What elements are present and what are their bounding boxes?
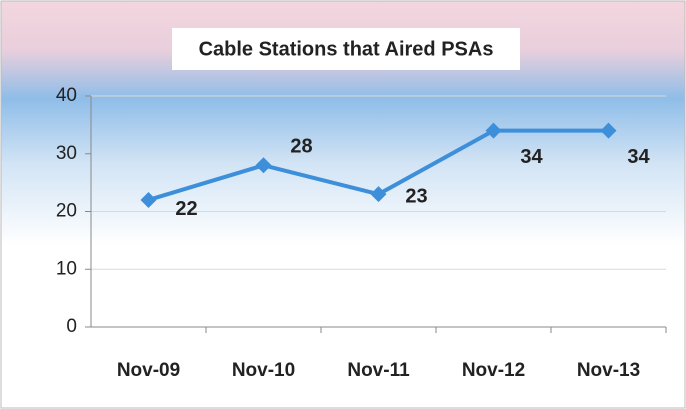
x-tick-label: Nov-11 bbox=[347, 360, 410, 381]
data-label: 34 bbox=[520, 146, 543, 168]
marker bbox=[485, 122, 502, 139]
data-label: 23 bbox=[405, 185, 427, 207]
data-label: 28 bbox=[290, 136, 312, 158]
y-tick-label: 40 bbox=[56, 85, 77, 106]
chart-title: Cable Stations that Aired PSAs bbox=[199, 38, 494, 60]
x-tick-label: Nov-10 bbox=[232, 360, 295, 381]
marker bbox=[370, 186, 387, 203]
y-tick-label: 10 bbox=[56, 258, 77, 279]
title-box bbox=[172, 28, 520, 70]
x-tick-label: Nov-09 bbox=[117, 360, 180, 381]
data-label: 34 bbox=[627, 146, 650, 168]
x-tick-label: Nov-13 bbox=[577, 360, 640, 381]
marker bbox=[255, 157, 272, 174]
y-tick-label: 30 bbox=[56, 143, 77, 164]
y-tick-label: 20 bbox=[56, 201, 77, 222]
data-label: 22 bbox=[175, 198, 197, 220]
y-tick-label: 0 bbox=[66, 316, 77, 337]
marker bbox=[600, 122, 617, 139]
x-tick-label: Nov-12 bbox=[462, 360, 525, 381]
marker bbox=[140, 191, 157, 208]
